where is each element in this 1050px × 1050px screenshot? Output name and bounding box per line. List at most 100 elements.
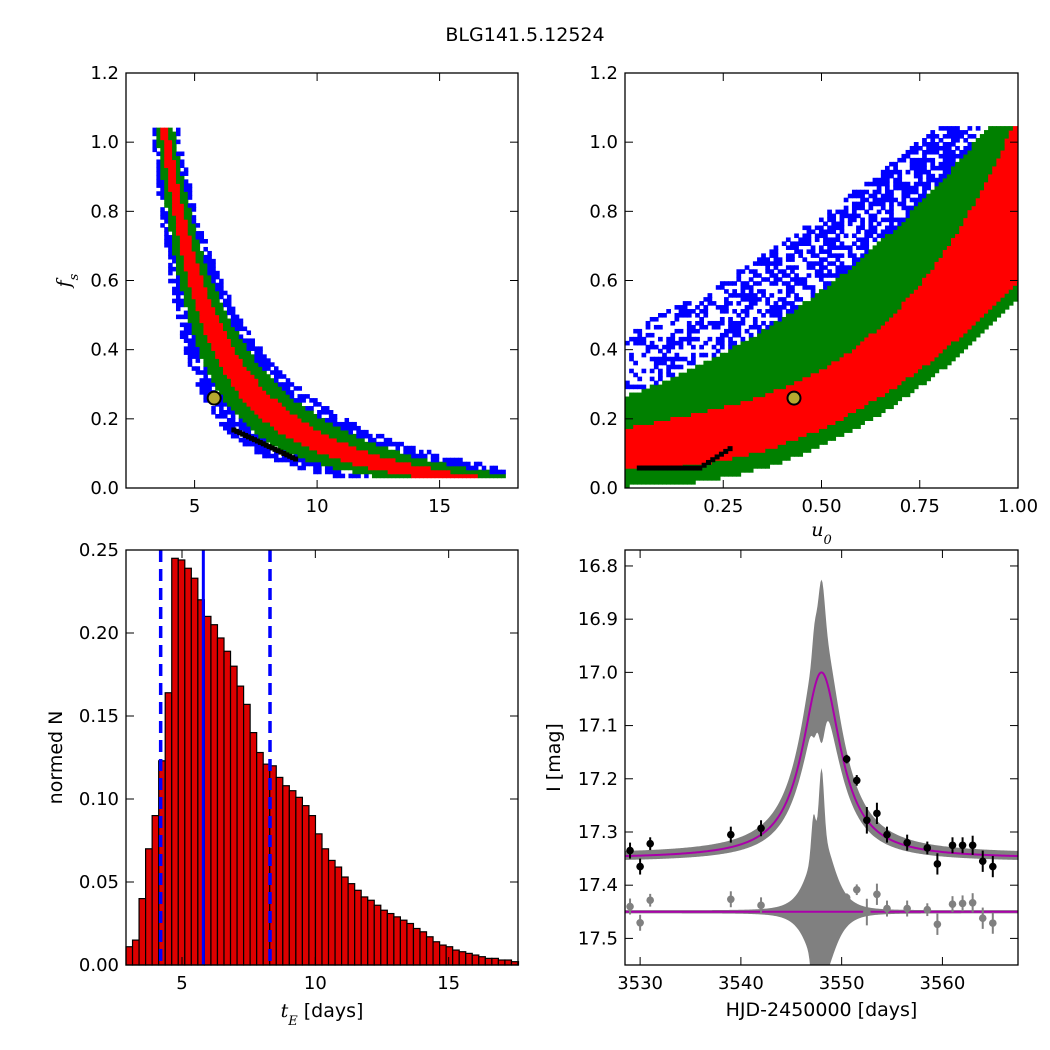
best-cell	[234, 428, 240, 434]
density-cell	[893, 332, 898, 338]
density-cell	[757, 428, 762, 433]
density-cell	[798, 416, 804, 421]
density-cell	[724, 356, 729, 362]
density-cell	[645, 324, 651, 330]
density-cell	[880, 181, 886, 187]
density-cell	[905, 293, 911, 298]
density-cell	[930, 273, 936, 278]
density-cell	[686, 301, 692, 306]
density-cell	[884, 281, 890, 286]
density-cell	[662, 384, 667, 390]
density-cell	[715, 320, 721, 326]
density-cell	[179, 242, 185, 248]
density-cell	[156, 135, 161, 141]
density-cell	[160, 191, 165, 196]
density-cell	[806, 388, 812, 394]
density-cell	[864, 261, 870, 266]
density-cell	[930, 177, 936, 183]
density-cell	[711, 416, 717, 421]
density-cell	[270, 378, 275, 383]
density-cell	[662, 408, 667, 414]
density-cell	[856, 356, 861, 362]
density-cell	[752, 336, 758, 342]
density-cell	[348, 437, 353, 443]
density-cell	[744, 328, 750, 334]
density-cell	[901, 189, 907, 195]
density-cell	[699, 460, 705, 465]
density-cell	[270, 413, 275, 419]
density-cell	[847, 380, 853, 386]
density-cell	[728, 301, 733, 306]
density-cell	[909, 380, 915, 386]
density-cell	[889, 281, 894, 286]
density-cell	[752, 416, 758, 421]
density-cell	[262, 382, 267, 387]
density-cell	[250, 406, 255, 411]
density-cell	[695, 444, 700, 449]
density-cell	[884, 324, 890, 330]
density-cell	[860, 316, 865, 322]
density-cell	[777, 412, 783, 418]
density-cell	[305, 461, 310, 467]
density-cell	[917, 145, 923, 151]
density-cell	[757, 376, 762, 382]
density-cell	[637, 476, 643, 481]
density-cell	[666, 428, 671, 433]
density-cell	[219, 310, 224, 316]
density-cell	[254, 350, 259, 355]
density-cell	[699, 301, 705, 306]
density-cell	[458, 465, 463, 471]
density-cell	[785, 253, 791, 258]
density-cell	[215, 290, 220, 296]
density-cell	[889, 169, 894, 175]
density-cell	[757, 388, 762, 394]
density-cell	[794, 424, 799, 429]
density-cell	[658, 420, 663, 425]
density-cell	[321, 433, 326, 439]
density-cell	[699, 420, 705, 425]
density-cell	[666, 400, 671, 406]
density-cell	[666, 336, 671, 342]
density-cell	[856, 225, 861, 231]
density-cell	[344, 425, 350, 431]
density-cell	[175, 278, 181, 284]
density-cell	[309, 425, 314, 431]
density-cell	[868, 372, 874, 378]
density-cell	[375, 453, 381, 459]
density-cell	[328, 433, 334, 439]
density-cell	[851, 364, 857, 370]
density-cell	[230, 366, 236, 371]
density-cell	[238, 322, 244, 328]
density-cell	[909, 301, 915, 306]
density-cell	[926, 201, 931, 207]
density-cell	[183, 314, 189, 320]
density-cell	[187, 195, 193, 200]
density-cell	[399, 469, 404, 475]
density-cell	[625, 444, 630, 449]
density-cell	[856, 285, 861, 290]
density-cell	[691, 356, 696, 362]
density-cell	[884, 225, 890, 231]
density-cell	[794, 432, 799, 437]
density-cell	[926, 273, 931, 278]
density-cell	[666, 348, 671, 354]
density-cell	[273, 390, 279, 395]
density-cell	[191, 235, 197, 240]
density-cell	[806, 420, 812, 425]
density-cell	[211, 270, 216, 276]
density-cell	[802, 241, 808, 246]
density-cell	[827, 217, 832, 223]
density-cell	[748, 444, 754, 449]
density-cell	[835, 332, 841, 338]
density-cell	[860, 400, 865, 406]
density-cell	[897, 285, 903, 290]
density-cell	[168, 183, 173, 188]
density-cell	[699, 384, 705, 390]
density-cell	[880, 336, 886, 342]
density-cell	[884, 177, 890, 183]
density-cell	[317, 465, 322, 471]
density-cell	[179, 187, 185, 192]
density-cell	[765, 376, 771, 382]
density-cell	[901, 289, 907, 294]
density-cell	[794, 336, 799, 342]
